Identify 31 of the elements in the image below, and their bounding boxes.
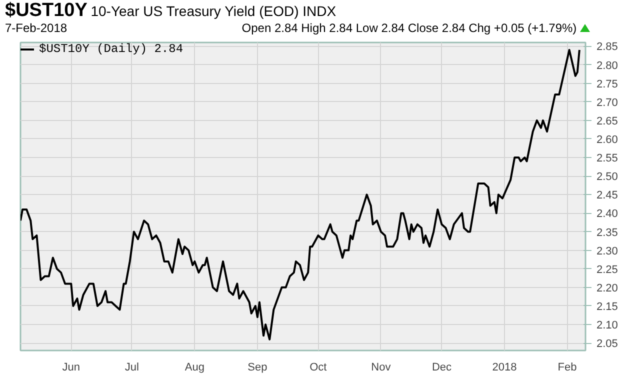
x-tick-label: 2018 (492, 362, 517, 374)
y-tick-label: 2.25 (596, 264, 618, 276)
y-tick-label: 2.55 (596, 152, 618, 165)
y-tick-label: 2.40 (596, 208, 618, 220)
legend-label: $UST10Y (Daily) 2.84 (39, 42, 184, 56)
x-tick-label: Oct (310, 362, 327, 374)
x-tick-label: Feb (558, 362, 577, 374)
y-tick-label: 2.45 (596, 190, 618, 202)
y-tick-label: 2.20 (596, 282, 618, 294)
y-tick-label: 2.85 (596, 41, 618, 54)
x-tick-label: Nov (371, 362, 392, 374)
y-tick-label: 2.50 (596, 171, 618, 184)
text: Open 2.84 High 2.84 Low 2.84 Close 2.84 Chg +0.05 (+1.79%) (242, 20, 578, 36)
y-tick-label: 2.35 (596, 226, 618, 239)
y-tick-label: 2.15 (596, 300, 618, 313)
x-tick-label: Sep (248, 362, 268, 374)
chart-title: $UST10Y (5, 0, 88, 21)
x-tick-label: Dec (432, 362, 452, 374)
y-tick-label: 2.80 (596, 60, 618, 72)
y-tick-label: 2.05 (596, 338, 618, 350)
y-tick-label: 2.70 (596, 96, 618, 109)
y-tick-label: 2.75 (596, 78, 618, 90)
y-tick-label: 2.30 (596, 245, 618, 258)
text: 7-Feb-2018 (5, 20, 68, 36)
x-tick-label: Jun (62, 362, 80, 374)
x-tick-label: Jul (124, 362, 139, 374)
x-tick-label: Aug (184, 362, 204, 374)
chart-subtitle: 10-Year US Treasury Yield (EOD) INDX (90, 3, 336, 19)
y-tick-label: 2.10 (596, 320, 618, 332)
y-tick-label: 2.60 (596, 134, 618, 146)
y-tick-label: 2.65 (596, 115, 618, 128)
